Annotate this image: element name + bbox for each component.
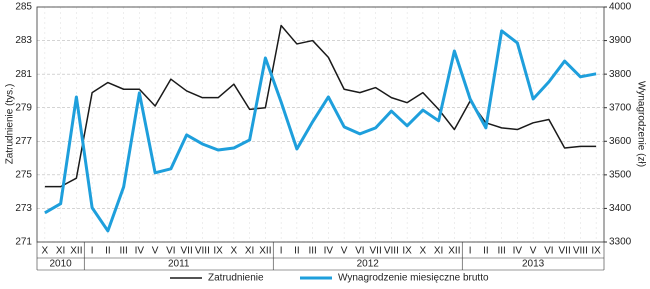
x-tick-label: I [280,246,283,257]
x-tick-label: VI [355,246,364,257]
y2-tick-label: 3300 [609,237,632,248]
x-tick-label: III [119,246,127,257]
x-tick-label: XII [70,246,82,257]
series-line [44,24,597,188]
x-tick-label: IV [135,246,145,257]
x-tick-label: XI [245,246,254,257]
x-tick-label: XI [56,246,65,257]
x-tick-label: VI [166,246,175,257]
y-tick-label: 273 [15,203,32,214]
y2-tick-label: 3400 [609,203,632,214]
y2-tick-label: 3900 [609,35,632,46]
x-tick-label: II [294,246,300,257]
x-tick-label: IX [591,246,601,257]
year-label: 2011 [168,259,190,270]
y2-axis-title: Wynagrodzenie (zł) [635,81,646,167]
x-tick-label: VII [181,246,193,257]
x-tick-label: V [341,246,348,257]
y-tick-label: 285 [15,2,32,13]
x-tick-label: X [420,246,427,257]
legend-label: Zatrudnienie [208,273,264,284]
x-tick-label: VIII [384,246,399,257]
y-axis-title: Zatrudnienie (tys.) [5,84,16,165]
y-tick-label: 275 [15,169,32,180]
x-tick-label: I [469,246,472,257]
x-tick-label: VIII [573,246,588,257]
x-tick-label: V [530,246,537,257]
y2-tick-label: 3500 [609,169,632,180]
x-tick-label: VI [544,246,553,257]
y-tick-label: 281 [15,69,32,80]
x-tick-label: II [105,246,111,257]
y2-tick-label: 3600 [609,136,632,147]
y2-tick-label: 3700 [609,102,632,113]
y-tick-label: 271 [15,237,32,248]
x-tick-label: V [152,246,159,257]
y-tick-label: 283 [15,35,32,46]
x-tick-label: X [42,246,49,257]
x-tick-label: X [231,246,238,257]
x-tick-label: VIII [195,246,210,257]
x-tick-label: I [91,246,94,257]
x-tick-label: XI [434,246,443,257]
x-tick-label: VII [370,246,382,257]
year-label: 2010 [50,259,73,270]
x-tick-label: IX [402,246,412,257]
x-tick-label: XII [259,246,271,257]
x-tick-label: III [308,246,316,257]
plot-border [36,6,605,243]
x-tick-label: VII [559,246,571,257]
legend-label: Wynagrodzenie miesięczne brutto [338,273,489,284]
y2-tick-label: 3800 [609,69,632,80]
year-label: 2013 [522,259,545,270]
x-tick-label: IV [513,246,523,257]
x-tick-label: III [497,246,505,257]
x-tick-label: XII [448,246,460,257]
x-tick-label: II [483,246,489,257]
y-tick-label: 277 [15,136,32,147]
series-line [44,29,597,233]
x-tick-label: IX [213,246,223,257]
year-label: 2012 [357,259,380,270]
y-tick-label: 279 [15,102,32,113]
y2-tick-label: 4000 [609,2,632,13]
x-tick-label: IV [324,246,334,257]
